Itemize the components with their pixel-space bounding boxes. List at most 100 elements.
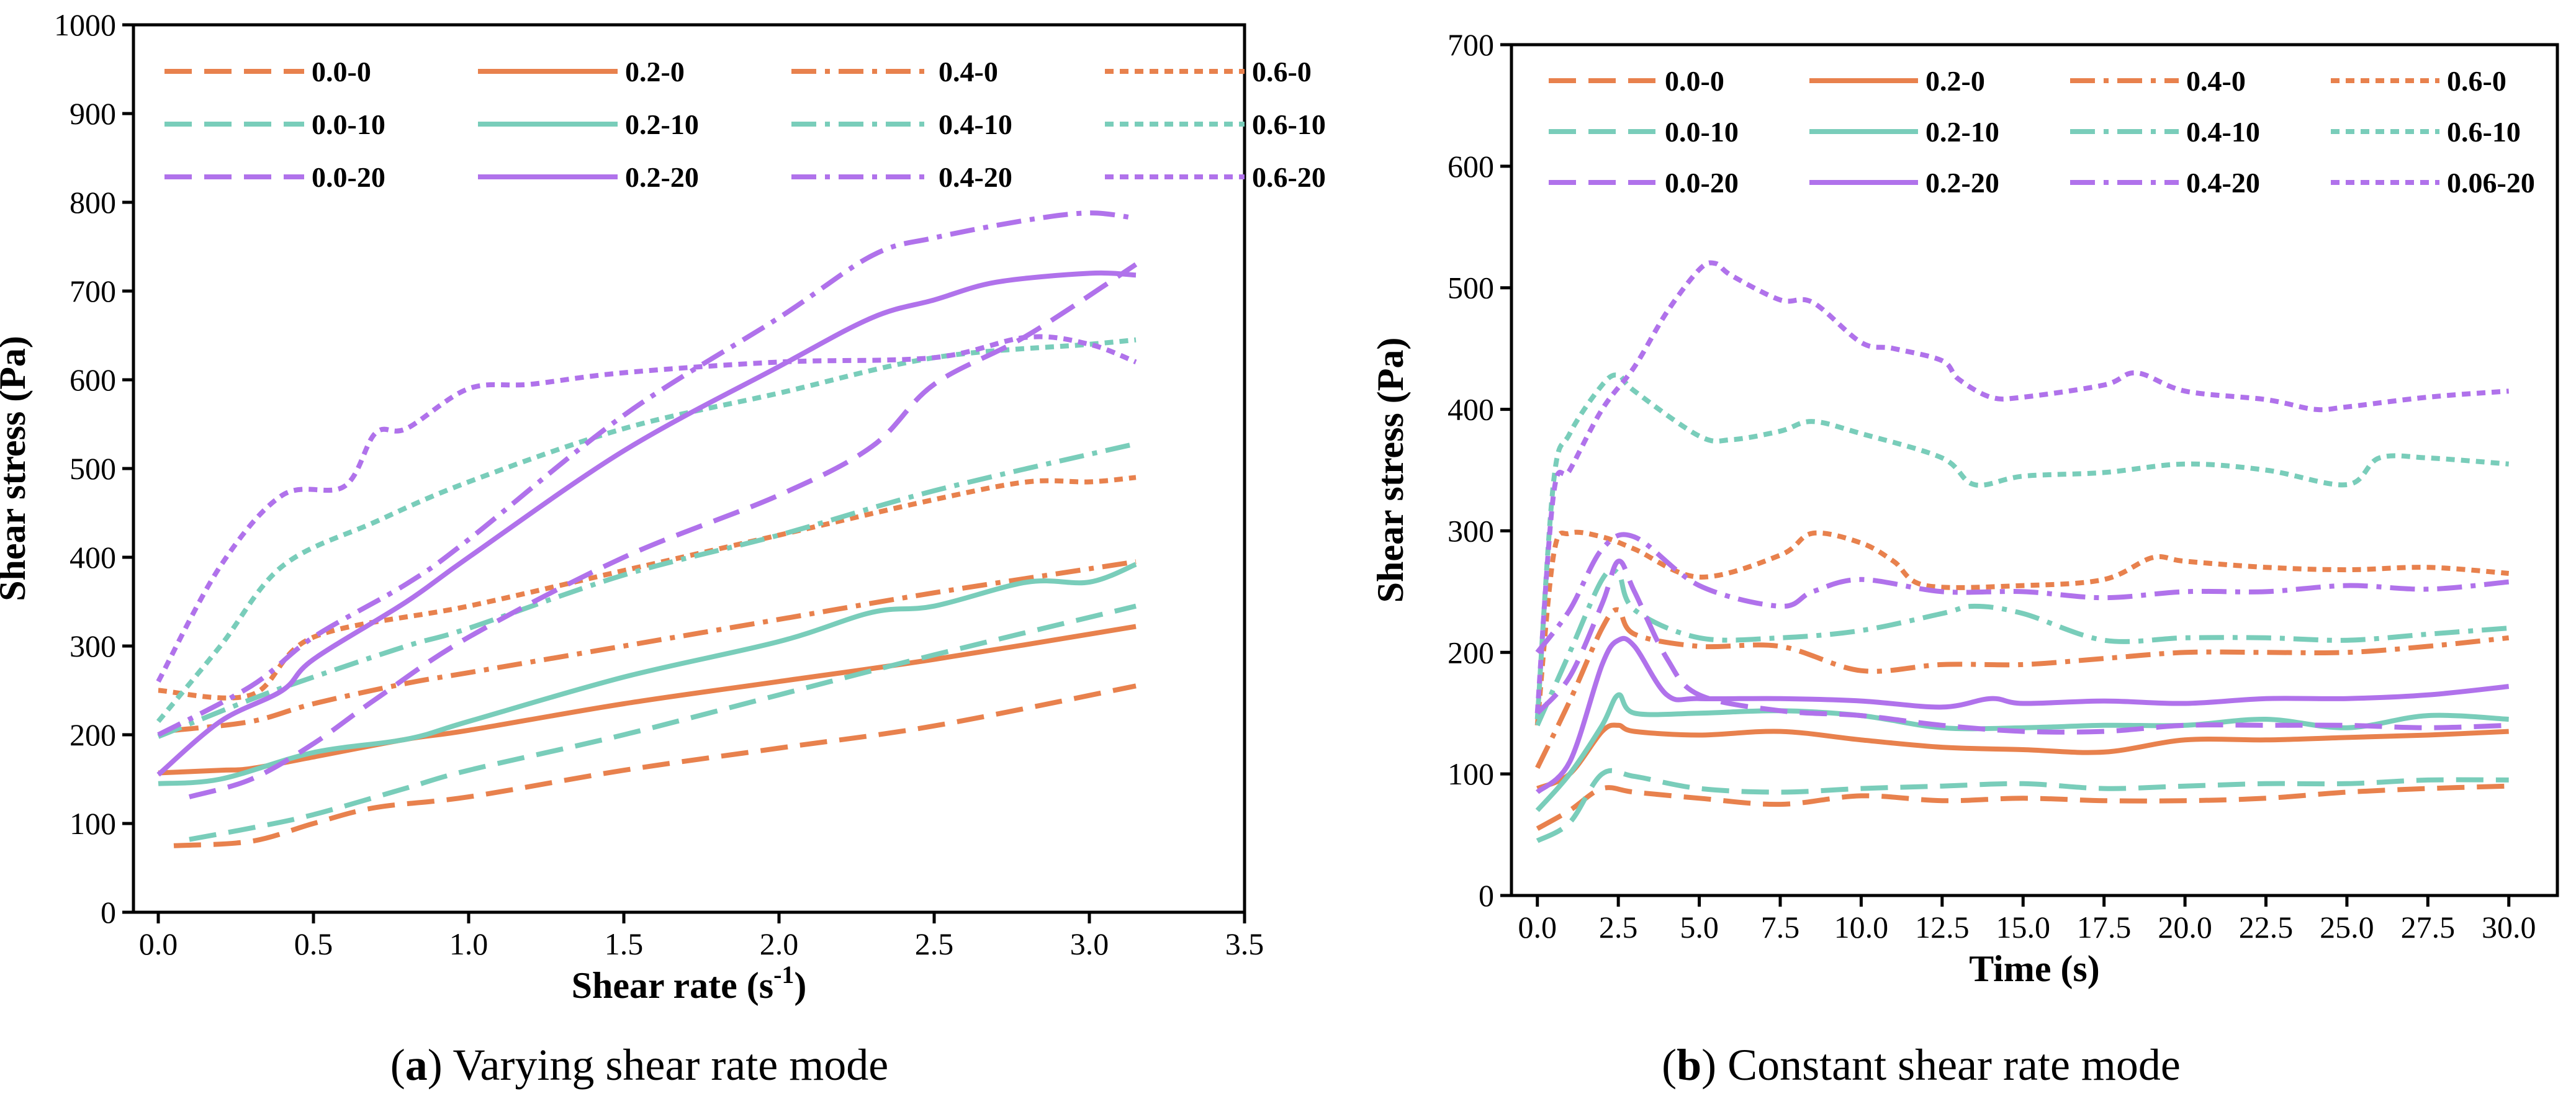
legend-label-0.2-20: 0.2-20: [1925, 167, 1999, 199]
series-line-0.6-0: [158, 475, 1137, 701]
legend-label-0.6-0: 0.6-0: [1252, 56, 1312, 88]
x-tick-label: 1.0: [449, 927, 489, 961]
series-line-0.0-10: [189, 603, 1137, 842]
series-line-0.2-0: [1536, 722, 2509, 791]
y-tick-label: 400: [1448, 392, 1494, 427]
y-tick-label: 700: [1448, 27, 1494, 62]
series-line-0.0-20: [1535, 559, 2509, 735]
series-line-0.2-10: [158, 562, 1137, 786]
series-line-0.4-10: [157, 441, 1137, 739]
plot-frame: [1510, 43, 2559, 897]
plot-frame: [132, 23, 1246, 914]
series-line-0.0-20: [188, 262, 1138, 799]
legend: 0.0-0 0.2-0 0.4-0 0.6-0 0.0-10 0.2-10 0.4-10 0.…: [1549, 65, 2535, 199]
series-line-0.6-10: [1534, 372, 2509, 720]
y-tick-label: 100: [70, 806, 116, 841]
x-tick-label: 0.0: [139, 927, 178, 961]
legend-label-0.6-10: 0.6-10: [1252, 109, 1326, 140]
legend-label-0.4-0: 0.4-0: [939, 56, 998, 88]
y-tick-label: 600: [1448, 149, 1494, 184]
y-tick-label: 200: [1448, 635, 1494, 670]
series-line-0.4-0: [1535, 607, 2510, 770]
legend-label-0.2-20: 0.2-20: [625, 161, 699, 193]
series-line-0.0-0: [173, 683, 1137, 848]
x-tick-label: 30.0: [2482, 910, 2536, 945]
legend-label-0.2-10: 0.2-10: [1925, 116, 1999, 148]
legend-label-0.4-20: 0.4-20: [939, 161, 1012, 193]
caption-b: (b) Constant shear rate mode: [1662, 1040, 2181, 1090]
legend: 0.0-0 0.2-0 0.4-0 0.6-0 0.0-10 0.2-10 0.4-10 0.…: [164, 56, 1326, 193]
y-tick-label: 0: [101, 895, 116, 930]
y-tick-label: 300: [1448, 513, 1494, 548]
x-tick-label: 17.5: [2077, 910, 2132, 945]
x-tick-label: 0.5: [294, 927, 333, 961]
legend-label-0.0-10: 0.0-10: [1665, 116, 1739, 148]
y-tick-label: 700: [70, 274, 116, 308]
series-line-0.6-10: [156, 337, 1137, 724]
y-tick-label: 500: [70, 451, 116, 486]
legend-label-0.2-10: 0.2-10: [625, 109, 699, 140]
x-tick-label: 3.0: [1070, 927, 1109, 961]
series-line-0.0-0: [1536, 783, 2509, 831]
legend-label-0.4-10: 0.4-10: [939, 109, 1012, 140]
y-tick-label: 0: [1479, 878, 1494, 913]
legend-label-0.6-0: 0.6-0: [2447, 65, 2506, 97]
x-tick-label: 1.5: [605, 927, 644, 961]
x-tick-label: 7.5: [1761, 910, 1800, 945]
legend-label-0.4-10: 0.4-10: [2186, 116, 2260, 148]
series-line-0.2-20: [1535, 635, 2510, 794]
x-tick-label: 3.5: [1225, 927, 1264, 961]
legend-label-0.06-20: 0.06-20: [2447, 167, 2535, 199]
x-tick-label: 5.0: [1680, 910, 1719, 945]
chart-a: 0.0 0.5 1.0 1.5 2.0 2.5 3.0 3.5 0 100 200 300 400 500…: [0, 7, 1326, 1006]
x-tick-label: 10.0: [1834, 910, 1889, 945]
y-tick-label: 500: [1448, 271, 1494, 305]
chart-b: 0.0 2.5 5.0 7.5 10.0 12.5 15.0 17.5 20.0 22.5 25.0…: [1370, 27, 2559, 989]
legend-label-0.0-0: 0.0-0: [1665, 65, 1724, 97]
series-line-0.4-20: [157, 210, 1137, 737]
series-line-0.0-10: [1536, 768, 2509, 843]
x-tick-label: 0.0: [1518, 910, 1557, 945]
legend-label-0.0-10: 0.0-10: [312, 109, 385, 140]
series-group: [156, 210, 1138, 848]
series-line-0.6-0: [1534, 529, 2510, 726]
x-tick-label: 12.5: [1915, 910, 1970, 945]
y-tick-label: 900: [70, 96, 116, 131]
x-tick-label: 22.5: [2239, 910, 2294, 945]
y-tick-label: 300: [70, 629, 116, 663]
x-tick-label: 2.5: [915, 927, 954, 961]
y-tick-label: 100: [1448, 756, 1494, 791]
series-line-0.6-20: [156, 334, 1137, 683]
x-tick-label: 2.5: [1599, 910, 1638, 945]
y-tick-label: 400: [70, 540, 116, 575]
series-line-0.4-0: [173, 559, 1137, 733]
caption-a: (a) Varying shear rate mode: [390, 1040, 888, 1090]
legend-label-0.6-10: 0.6-10: [2447, 116, 2521, 148]
x-tick-label: 2.0: [760, 927, 799, 961]
series-line-0.06-20: [1534, 260, 2509, 714]
series-group: [1534, 260, 2510, 843]
y-tick-label: 1000: [54, 7, 116, 42]
legend-label-0.0-20: 0.0-20: [312, 161, 385, 193]
x-tick-label: 20.0: [2158, 910, 2212, 945]
x-axis-label: Shear rate (s-1): [572, 961, 807, 1006]
y-tick-label: 200: [70, 717, 116, 752]
y-axis-label: Shear stress (Pa): [1370, 338, 1411, 603]
series-line-0.2-20: [156, 270, 1137, 777]
y-axis-label: Shear stress (Pa): [0, 336, 33, 601]
x-tick-label: 25.0: [2320, 910, 2374, 945]
legend-label-0.4-0: 0.4-0: [2186, 65, 2246, 97]
legend-label-0.2-0: 0.2-0: [625, 56, 685, 88]
legend-label-0.2-0: 0.2-0: [1925, 65, 1985, 97]
x-axis-label: Time (s): [1969, 948, 2100, 989]
legend-label-0.6-20: 0.6-20: [1252, 161, 1326, 193]
y-tick-label: 600: [70, 362, 116, 397]
series-line-0.4-20: [1535, 532, 2510, 654]
x-tick-label: 27.5: [2401, 910, 2456, 945]
legend-label-0.0-0: 0.0-0: [312, 56, 371, 88]
legend-label-0.0-20: 0.0-20: [1665, 167, 1739, 199]
legend-label-0.4-20: 0.4-20: [2186, 167, 2260, 199]
x-tick-label: 15.0: [1996, 910, 2050, 945]
y-tick-label: 800: [70, 185, 116, 220]
